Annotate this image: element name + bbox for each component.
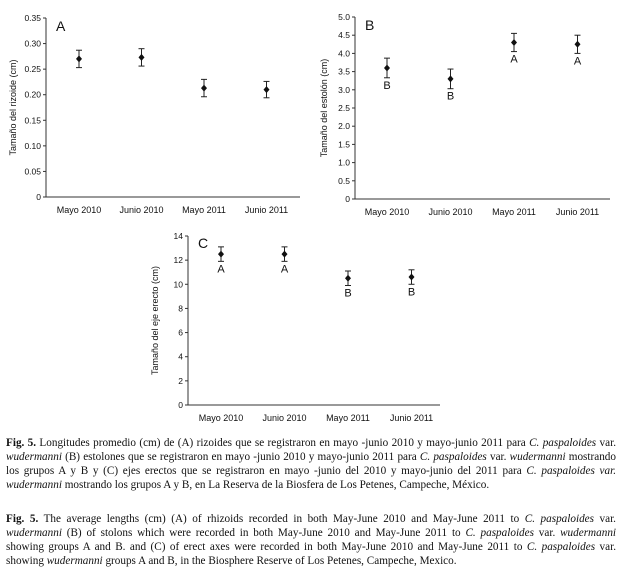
x-tick-label: Mayo 2011 [182,205,226,215]
y-tick-label: 0 [345,194,350,204]
caption-en-variety: wudermanni [560,527,617,540]
caption-spanish: Fig. 5. Longitudes promedio (cm) de (A) … [6,436,616,492]
y-tick-label: 14 [174,231,184,241]
caption-en-variety: wudermanni [46,555,103,568]
data-point [138,53,145,61]
y-tick-label: 6 [178,328,183,338]
group-label: B [344,287,351,299]
x-tick-label: Mayo 2010 [199,413,244,423]
caption-es-species: C. paspaloides [529,437,597,449]
y-tick-label: 0.30 [24,39,41,49]
data-point [384,64,390,72]
x-tick-label: Junio 2010 [428,207,472,217]
caption-es-species: C. paspaloides [419,451,487,464]
caption-en-text: groups A and B, in the Biosphere Reserve… [102,555,457,568]
caption-en-species: C. paspaloides [524,513,594,525]
y-tick-label: 0.5 [338,176,350,186]
panel-label: A [56,18,66,34]
group-label: A [281,263,289,275]
y-tick-label: 0.10 [24,141,41,151]
y-tick-label: 0 [36,192,41,202]
data-point [281,250,288,258]
y-tick-label: 2.0 [338,121,350,131]
y-axis-title: Tamaño del rizoide (cm) [8,59,18,155]
x-tick-label: Mayo 2011 [492,207,536,217]
y-tick-label: 1.5 [338,139,350,149]
group-label: A [510,54,518,66]
figure-panels: 0 0.05 0.10 0.15 0.20 0.25 0.30 0.35 Tamaño del … [8,12,610,423]
x-tick-label: Junio 2010 [119,205,163,215]
caption-en-text: showing groups A and B. and (C) of erect… [6,541,527,554]
data-point [511,38,517,46]
panel-label: C [198,235,208,251]
y-tick-label: 10 [174,279,184,289]
caption-es-text: Longitudes promedio (cm) de (A) rizoides… [36,437,530,449]
data-point [447,75,454,83]
y-tick-label: 2 [178,376,183,386]
y-tick-label: 0.15 [24,115,41,125]
caption-es-text: var. [486,451,510,464]
caption-es-text: mostrando los grupos A y B y (C) ejes er… [6,451,616,478]
caption-en-species: C. paspaloides [526,541,596,554]
group-label: A [574,55,582,67]
data-point [218,250,224,258]
x-tick-label: Mayo 2011 [326,413,370,423]
data-point [201,84,207,92]
caption-en-species: C. paspaloides [465,527,534,540]
caption-en-variety: wudermanni [6,527,62,540]
data-point [76,55,82,63]
caption-es-text: mostrando los grupos A y B, en La Reserv… [61,479,490,492]
caption-en-text: var. [594,513,616,525]
panel-label: B [365,17,374,33]
caption-es-variety: wudermanni [6,451,62,464]
x-tick-label: Mayo 2010 [365,207,410,217]
data-point [574,40,581,48]
y-tick-label: 4.0 [338,48,350,58]
data-point [408,273,415,281]
y-tick-label: 0.25 [24,64,41,74]
group-label: B [383,80,390,92]
caption-english: Fig. 5. The average lengths (cm) (A) of … [6,512,616,568]
caption-en-text: The average lengths (cm) (A) of rhizoids… [38,513,525,525]
y-tick-label: 3.5 [338,67,350,77]
y-tick-label: 3.0 [338,85,350,95]
caption-es-text: (B) estolones que se registraron en mayo… [61,451,420,464]
y-tick-label: 12 [174,255,184,265]
y-tick-label: 2.5 [338,103,350,113]
caption-en-text: var. [533,527,561,540]
y-tick-label: 0.35 [24,13,41,23]
x-tick-label: Mayo 2010 [57,205,102,215]
y-axis-title: Tamaño del estolón (cm) [319,59,329,158]
caption-en-fig-label: Fig. 5. [6,513,39,525]
y-tick-label: 0.20 [24,90,41,100]
caption-es-text: var. [596,437,616,449]
y-tick-label: 4.5 [338,30,350,40]
group-label: B [447,91,454,103]
group-label: B [408,286,415,298]
caption-es-fig-label: Fig. 5. [6,437,37,449]
y-tick-label: 5.0 [338,12,350,22]
y-tick-label: 8 [178,303,183,313]
caption-es-species-variety: C. paspaloides var. wudermanni [6,465,616,492]
caption-en-text: (B) of stolons which were recorded in bo… [61,527,466,540]
x-tick-label: Junio 2011 [556,207,599,217]
data-point [263,86,270,94]
y-tick-label: 0 [178,400,183,410]
y-axis-title: Tamaño del eje erecto (cm) [150,266,160,375]
y-tick-label: 0.05 [24,166,41,176]
caption-en-text: var. showing [6,541,616,568]
y-tick-label: 4 [178,352,183,362]
y-tick-label: 1.0 [338,158,350,168]
x-tick-label: Junio 2011 [245,205,288,215]
x-tick-label: Junio 2010 [262,413,306,423]
data-point [345,274,351,282]
x-tick-label: Junio 2011 [390,413,433,423]
caption-es-variety: wudermanni [509,451,566,464]
group-label: A [217,263,225,275]
